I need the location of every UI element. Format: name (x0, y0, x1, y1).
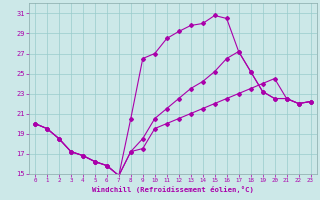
X-axis label: Windchill (Refroidissement éolien,°C): Windchill (Refroidissement éolien,°C) (92, 186, 254, 193)
